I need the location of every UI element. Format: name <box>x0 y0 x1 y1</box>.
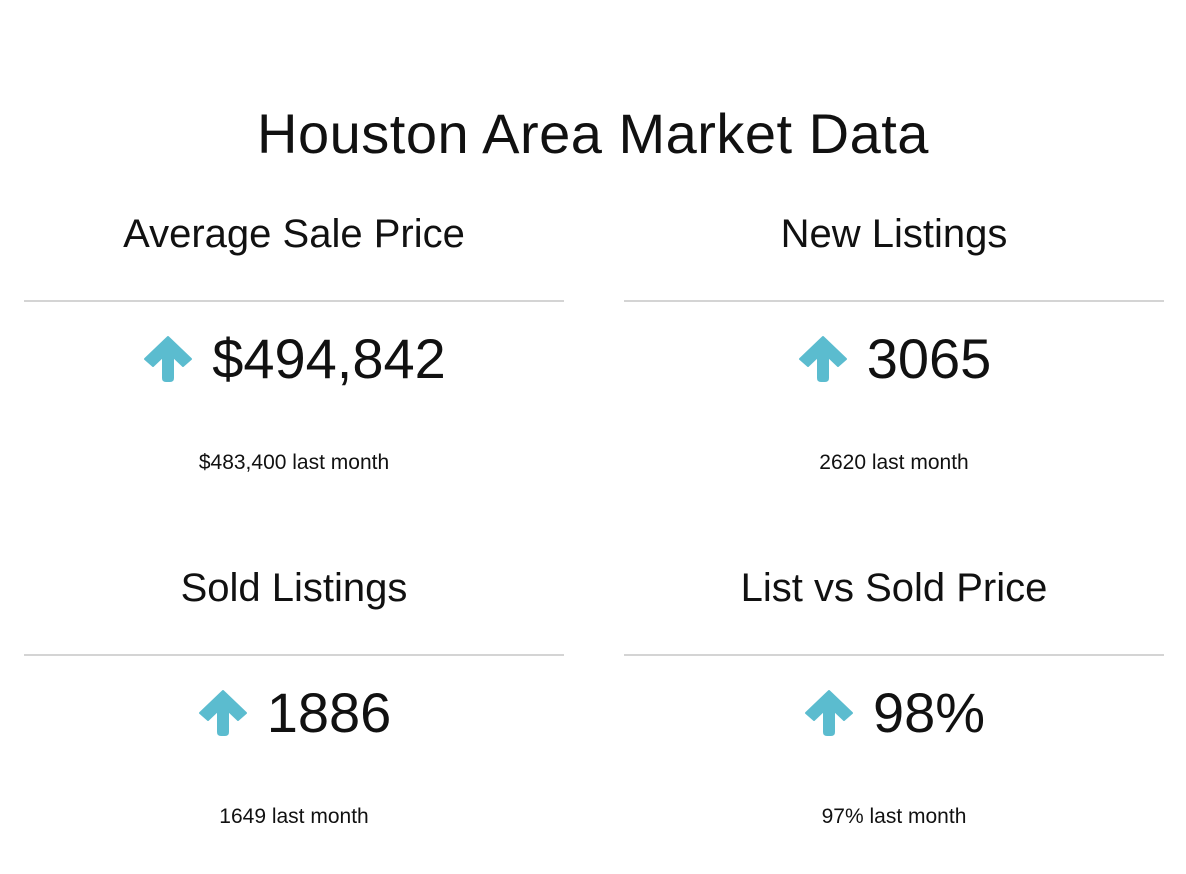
stat-card-title: List vs Sold Price <box>740 566 1048 610</box>
stat-previous: 1649 last month <box>219 805 369 828</box>
arrow-up-icon <box>197 688 249 738</box>
stat-card-title: New Listings <box>780 212 1008 256</box>
stat-card-sold-listings: Sold Listings 1886 1649 last month <box>24 564 564 864</box>
stat-card-new-listings: New Listings 3065 2620 last month <box>624 210 1164 510</box>
stat-card-list-vs-sold-price: List vs Sold Price 98% 97% last month <box>624 564 1164 864</box>
divider <box>624 300 1164 302</box>
stat-value: 3065 <box>866 327 992 390</box>
divider <box>624 654 1164 656</box>
stat-previous: 2620 last month <box>819 451 969 474</box>
stat-value-row: $494,842 <box>24 324 564 394</box>
stat-value-row: 98% <box>624 678 1164 748</box>
stat-card-title: Average Sale Price <box>123 212 465 256</box>
stat-value: $494,842 <box>212 327 446 390</box>
stat-previous: 97% last month <box>821 805 967 828</box>
stat-value-row: 1886 <box>24 678 564 748</box>
stat-card-title: Sold Listings <box>180 566 408 610</box>
stat-value: 98% <box>872 681 986 744</box>
page-title: Houston Area Market Data <box>257 101 929 165</box>
divider <box>24 300 564 302</box>
stat-value: 1886 <box>266 681 392 744</box>
arrow-up-icon <box>797 334 849 384</box>
stat-card-average-sale-price: Average Sale Price $494,842 $483,400 las… <box>24 210 564 510</box>
stat-previous: $483,400 last month <box>198 451 390 474</box>
arrow-up-icon <box>142 334 194 384</box>
stat-value-row: 3065 <box>624 324 1164 394</box>
arrow-up-icon <box>803 688 855 738</box>
divider <box>24 654 564 656</box>
